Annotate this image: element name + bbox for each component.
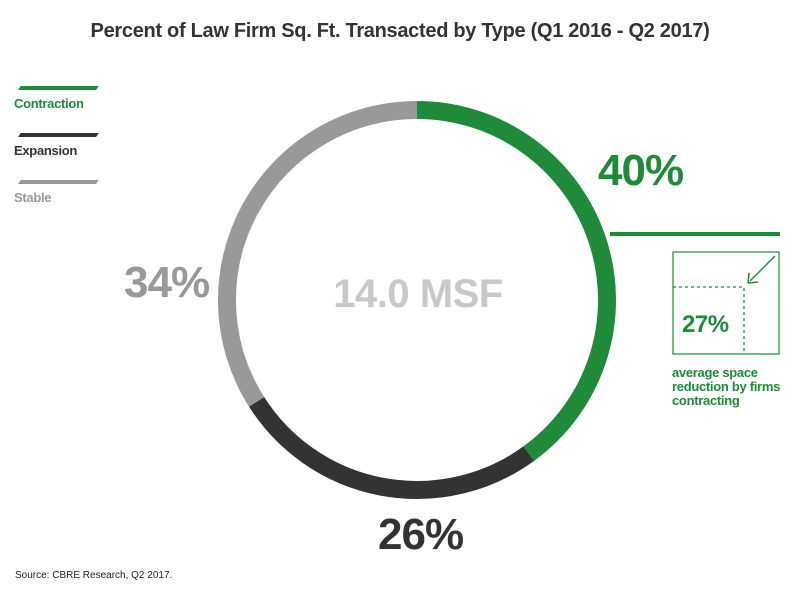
donut-slice-stable	[218, 101, 418, 407]
chart-title: Percent of Law Firm Sq. Ft. Transacted b…	[90, 20, 710, 42]
slice-label-expansion: 26%	[378, 510, 464, 559]
callout-caption: average space reduction by firms contrac…	[672, 365, 781, 408]
legend-label-contraction: Contraction	[14, 96, 84, 111]
donut-slice-expansion	[248, 396, 534, 499]
callout-outer-box	[672, 251, 780, 355]
legend-label-expansion: Expansion	[14, 143, 78, 158]
legend-item-contraction: Contraction	[14, 86, 99, 111]
donut-slice-contraction	[416, 101, 616, 461]
callout-arrow-icon	[747, 272, 759, 284]
legend-item-expansion: Expansion	[14, 133, 99, 158]
callout-inner-box	[673, 286, 745, 354]
donut-center-label: 14.0 MSF	[333, 272, 503, 316]
source-note: Source: CBRE Research, Q2 2017.	[15, 570, 173, 581]
callout-value: 27%	[682, 311, 729, 338]
legend-item-stable: Stable	[14, 180, 99, 205]
donut-arcs	[218, 101, 616, 499]
callout-arrow-shaft	[749, 255, 776, 282]
slice-label-stable: 34%	[124, 258, 210, 307]
slice-label-contraction: 40%	[598, 146, 684, 195]
legend-label-stable: Stable	[14, 190, 52, 205]
